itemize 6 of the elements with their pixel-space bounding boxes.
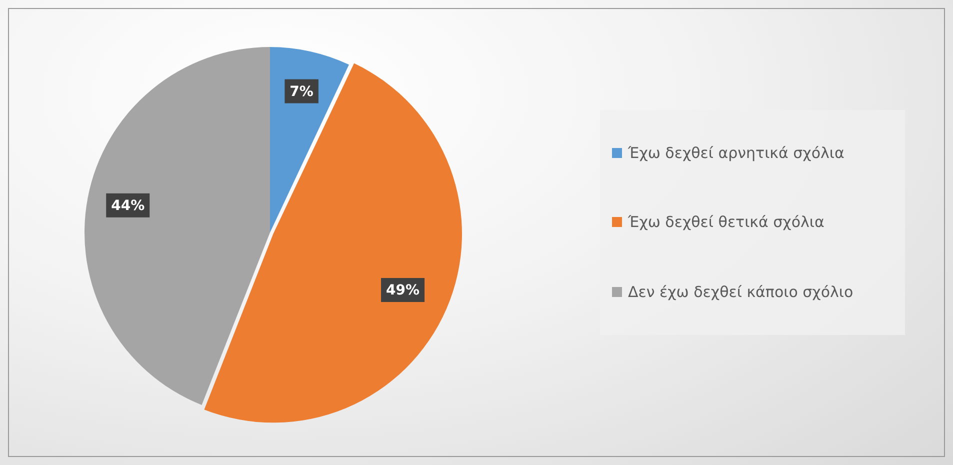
legend-label: Έχω δεχθεί αρνητικά σχόλια bbox=[628, 144, 844, 162]
legend-label: Έχω δεχθεί θετικά σχόλια bbox=[628, 213, 824, 232]
data-label: 7% bbox=[290, 84, 314, 100]
data-label: 49% bbox=[386, 282, 420, 299]
legend-label: Δεν έχω δεχθεί κάποιο σχόλιο bbox=[628, 283, 854, 302]
data-label: 44% bbox=[111, 198, 145, 214]
